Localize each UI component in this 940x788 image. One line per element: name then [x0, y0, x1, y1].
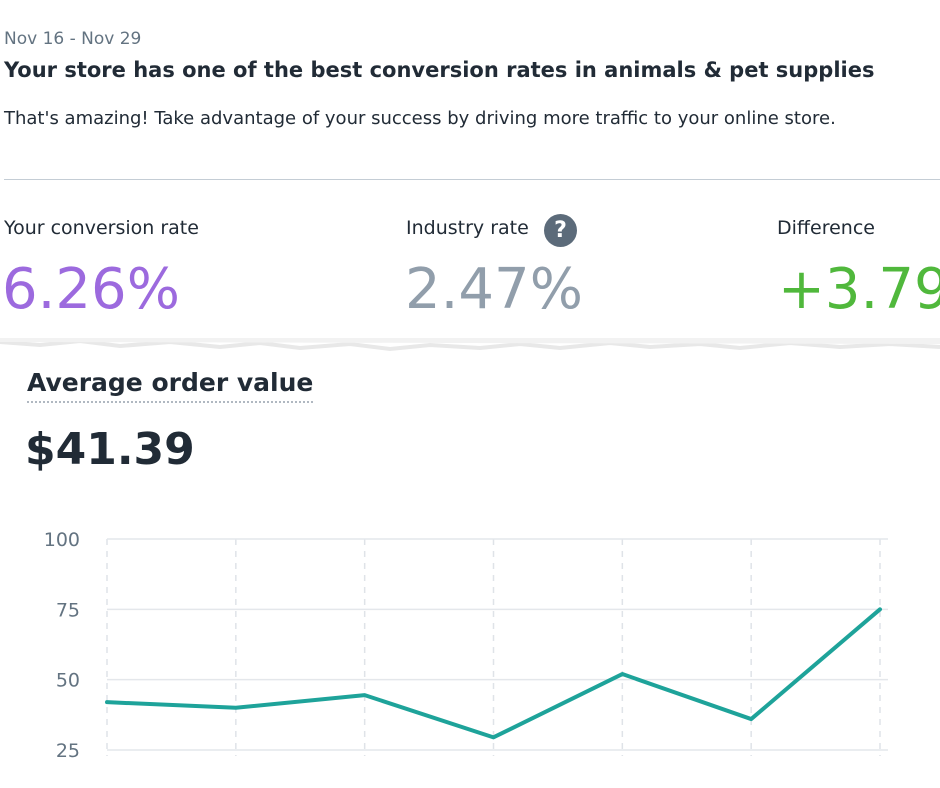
difference-label: Difference	[777, 217, 875, 239]
y-tick-label: 100	[44, 529, 80, 551]
difference-value: +3.79	[778, 257, 940, 322]
y-tick-label: 50	[56, 670, 80, 692]
average-order-value-chart: 100 75 50 25	[44, 529, 888, 762]
torn-edge	[0, 338, 940, 366]
industry-rate-value: 2.47%	[405, 257, 583, 322]
question-circle-icon[interactable]: ?	[544, 214, 577, 247]
y-tick-label: 25	[56, 740, 80, 762]
insight-description: That's amazing! Take advantage of your s…	[4, 108, 836, 129]
date-range: Nov 16 - Nov 29	[4, 29, 142, 49]
industry-rate-label: Industry rate	[406, 217, 529, 239]
y-tick-label: 75	[56, 599, 80, 621]
series-line	[105, 607, 882, 740]
insight-headline: Your store has one of the best conversio…	[4, 58, 875, 82]
your-conversion-rate-label: Your conversion rate	[4, 217, 199, 239]
average-order-value: $41.39	[25, 424, 195, 475]
average-order-value-title[interactable]: Average order value	[27, 368, 314, 403]
divider	[4, 179, 940, 180]
your-conversion-rate-value: 6.26%	[2, 257, 180, 322]
